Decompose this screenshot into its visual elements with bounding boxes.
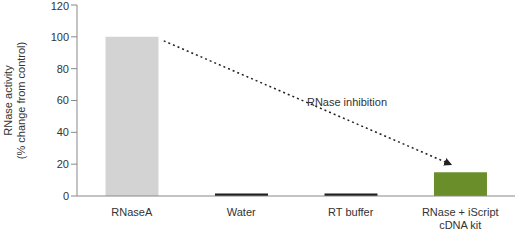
- svg-text:RNase activity(% change from c: RNase activity(% change from control): [8, 42, 27, 159]
- svg-text:Water: Water: [227, 206, 256, 218]
- svg-text:120: 120: [51, 0, 69, 12]
- svg-text:100: 100: [51, 31, 69, 43]
- svg-text:RNase inhibition: RNase inhibition: [307, 96, 387, 108]
- svg-text:RT buffer: RT buffer: [328, 206, 374, 218]
- svg-text:20: 20: [57, 158, 69, 170]
- svg-text:RNase + iScriptcDNA kit: RNase + iScriptcDNA kit: [422, 206, 499, 231]
- svg-text:80: 80: [57, 63, 69, 75]
- svg-text:RNaseA: RNaseA: [111, 206, 153, 218]
- svg-text:40: 40: [57, 126, 69, 138]
- svg-text:60: 60: [57, 94, 69, 106]
- svg-text:0: 0: [63, 190, 69, 202]
